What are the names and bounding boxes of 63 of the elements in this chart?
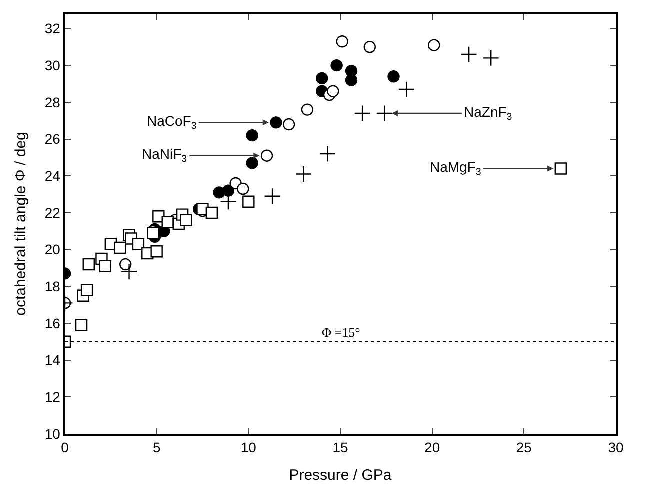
point xyxy=(282,118,296,131)
point xyxy=(460,46,478,63)
point xyxy=(99,260,112,272)
point xyxy=(82,258,95,271)
point xyxy=(376,105,393,122)
point xyxy=(327,85,340,98)
point xyxy=(222,184,235,197)
point xyxy=(246,157,258,170)
y-tick-label: 26 xyxy=(44,131,61,148)
annotation: NaCoF$_{3}$ xyxy=(147,113,198,132)
point xyxy=(270,116,282,129)
point xyxy=(75,319,88,332)
y-tick-label: 32 xyxy=(44,20,61,37)
annotation: NaZnF$_{3}$ xyxy=(464,104,513,123)
y-tick-label: 14 xyxy=(44,352,61,368)
x-tick-label: 10 xyxy=(240,440,257,456)
ref-line-label: Φ =15° xyxy=(322,325,360,340)
point xyxy=(120,258,132,271)
x-tick-label: 5 xyxy=(152,440,161,456)
point xyxy=(345,74,358,86)
point xyxy=(206,206,218,220)
point xyxy=(336,36,348,48)
point xyxy=(301,104,314,116)
point xyxy=(482,50,500,67)
point xyxy=(180,214,192,226)
annotation: NaMgF$_{3}$ xyxy=(430,159,482,178)
y-tick-label: 16 xyxy=(44,315,61,332)
y-tick-label: 12 xyxy=(44,389,61,406)
point xyxy=(264,188,281,205)
x-tick-label: 20 xyxy=(424,440,440,456)
point xyxy=(388,70,400,83)
point xyxy=(246,129,258,142)
point xyxy=(319,146,336,162)
x-tick-label: 25 xyxy=(516,440,532,456)
y-tick-label: 10 xyxy=(44,426,61,442)
y-axis-title: octahedral tilt angle Φ / deg xyxy=(12,132,30,316)
point xyxy=(295,166,312,183)
x-tick-label: 30 xyxy=(608,440,624,456)
point xyxy=(330,59,343,72)
y-tick-label: 18 xyxy=(44,278,61,295)
point xyxy=(364,41,376,54)
x-tick-label: 15 xyxy=(332,440,348,456)
point xyxy=(554,162,567,175)
point xyxy=(242,196,255,208)
point xyxy=(237,182,250,196)
y-tick-label: 30 xyxy=(44,57,61,74)
point xyxy=(398,81,415,98)
point xyxy=(114,242,126,254)
x-axis-title: Pressure / GPa xyxy=(289,467,392,484)
y-tick-label: 22 xyxy=(44,204,61,221)
y-tick-label: 20 xyxy=(44,242,61,258)
point xyxy=(354,105,371,122)
y-tick-label: 24 xyxy=(44,168,61,184)
annotation: NaNiF$_{3}$ xyxy=(142,146,188,165)
point xyxy=(132,238,145,250)
y-tick-label: 28 xyxy=(44,94,61,110)
point xyxy=(316,72,328,85)
point xyxy=(428,39,440,52)
point xyxy=(120,264,138,280)
x-tick-label: 0 xyxy=(61,440,70,456)
point xyxy=(150,246,163,258)
point xyxy=(80,284,94,296)
point xyxy=(260,150,274,162)
